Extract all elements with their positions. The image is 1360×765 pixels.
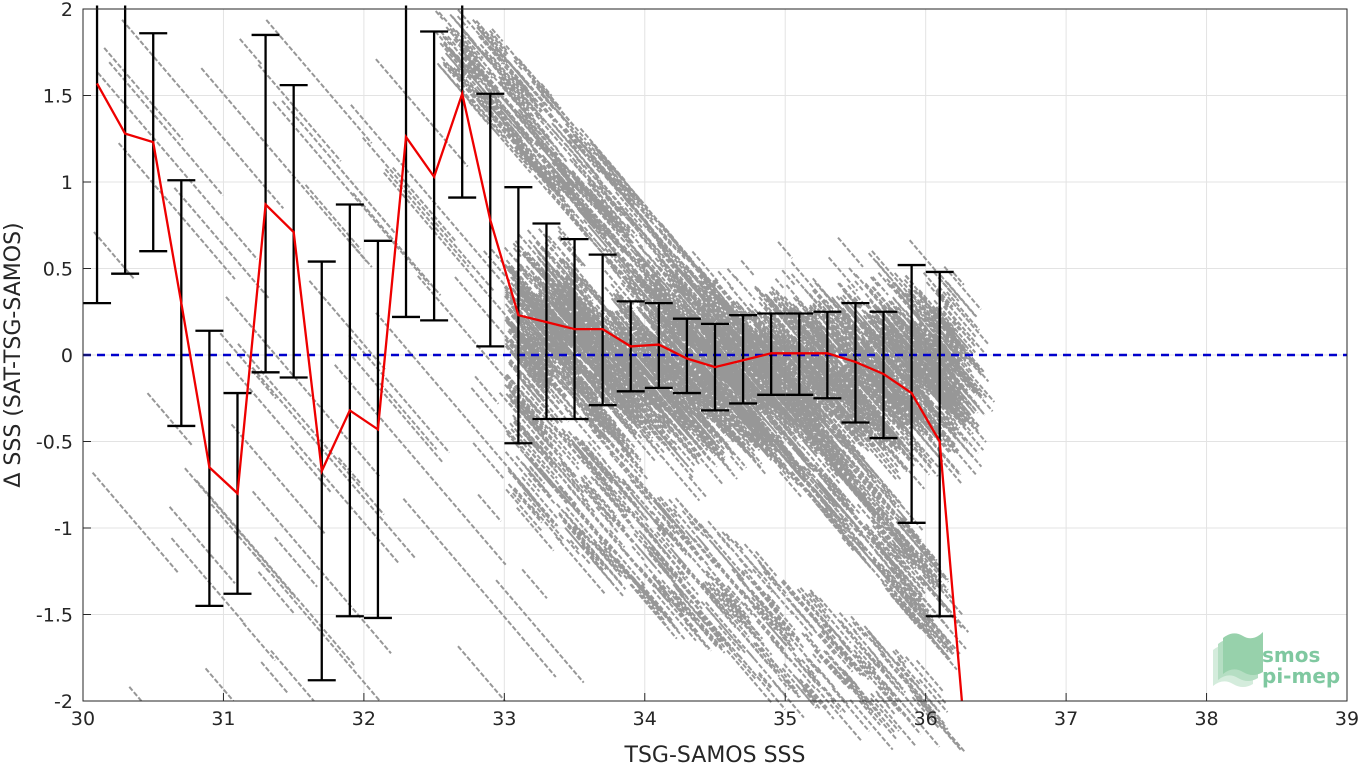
mean-line [95, 82, 964, 702]
x-tick-label: 38 [1194, 708, 1218, 730]
scatter-cloud [91, 9, 996, 754]
y-tick-label: -0.5 [36, 432, 73, 454]
x-tick-label: 35 [773, 708, 797, 730]
x-tick-label: 31 [211, 708, 235, 730]
x-tick-label: 37 [1054, 708, 1078, 730]
x-tick-label: 34 [633, 708, 657, 730]
svg-text:smos: smos [1262, 643, 1320, 667]
y-axis-ticks: -2 -1.5 -1 -0.5 0 0.5 1 1.5 2 [36, 0, 91, 713]
x-tick-label: 33 [492, 708, 516, 730]
x-axis-ticks: 30 31 32 33 34 35 36 37 38 39 [71, 693, 1359, 730]
y-axis-title: Δ SSS (SAT-TSG-SAMOS) [1, 222, 26, 487]
y-tick-label: 0.5 [43, 259, 73, 281]
x-tick-label: 32 [352, 708, 376, 730]
logo-waves-icon [1213, 632, 1263, 687]
x-axis-title: TSG-SAMOS SSS [624, 743, 806, 765]
x-tick-label: 39 [1335, 708, 1359, 730]
y-tick-label: -1 [54, 518, 73, 540]
x-tick-label: 36 [914, 708, 938, 730]
scatter-points [91, 9, 996, 754]
y-tick-label: 2 [61, 0, 73, 21]
y-tick-label: 1.5 [43, 86, 73, 108]
y-tick-label: 1 [61, 172, 73, 194]
y-tick-label: -1.5 [36, 605, 73, 627]
x-tick-label: 30 [71, 708, 95, 730]
smos-pi-mep-logo: smos pi-mep [1213, 632, 1340, 688]
y-tick-label: 0 [61, 345, 73, 367]
svg-text:pi-mep: pi-mep [1262, 664, 1340, 688]
y-tick-label: -2 [54, 691, 73, 713]
